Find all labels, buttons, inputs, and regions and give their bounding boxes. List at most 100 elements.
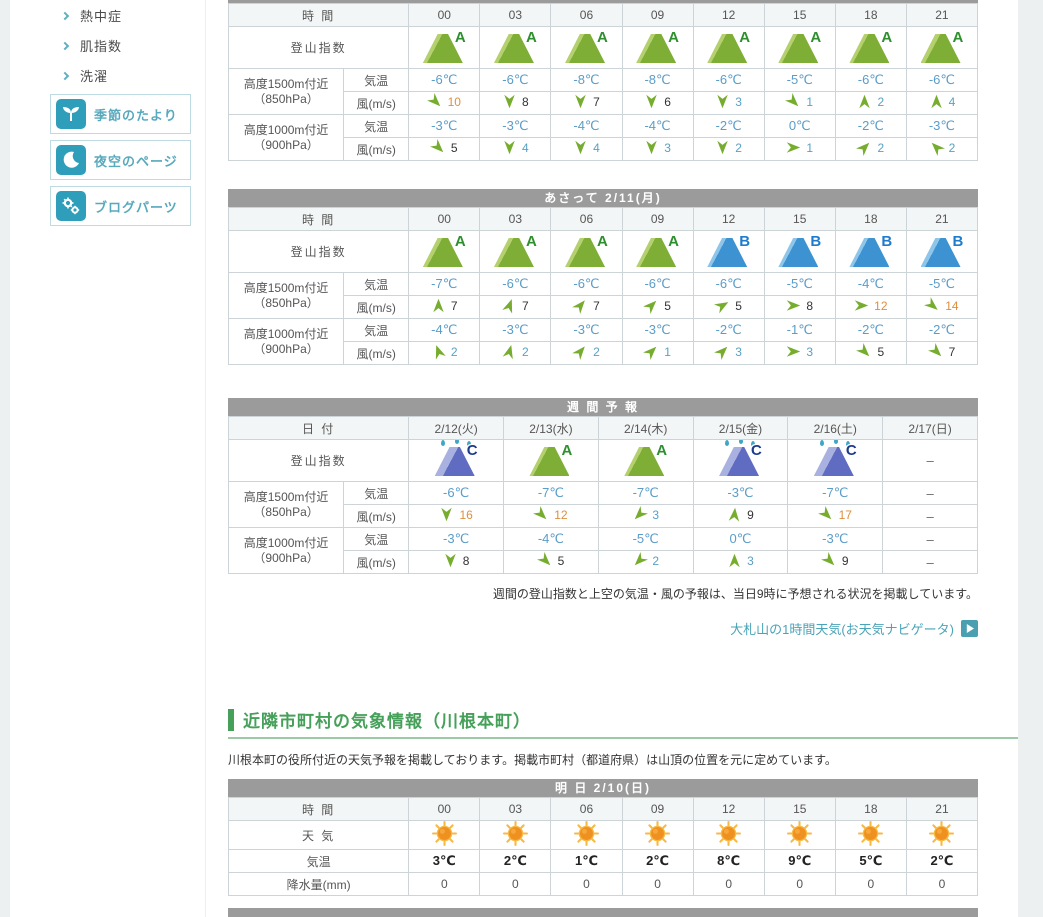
weather-row-label: 天 気 xyxy=(227,820,410,850)
climb-index-A-icon: A xyxy=(624,442,667,476)
time-cell: 00 xyxy=(408,207,481,231)
week-note-text: 週間の登山指数と上空の気温・風の予報は、当日9時に予想される状況を掲載しています… xyxy=(492,587,978,601)
climb-index-label: 登山指数 xyxy=(227,26,410,69)
time-cell: 12 xyxy=(692,797,765,821)
climb-index-cell: B xyxy=(905,230,979,273)
sidebar-item-0[interactable]: 熱中症 xyxy=(60,6,122,25)
wind-cell: 2 xyxy=(834,91,907,115)
table-title-bar: 週 間 予 報 xyxy=(228,398,978,416)
temp-cell: -8℃ xyxy=(550,68,623,92)
content-divider xyxy=(205,0,206,917)
sunny-icon xyxy=(834,820,907,850)
wind-speed: 5 xyxy=(735,298,742,313)
sidebar-item-2[interactable]: 洗濯 xyxy=(60,66,108,85)
next-table-header-partial xyxy=(228,908,978,917)
climb-index-cell: C xyxy=(692,439,789,482)
climb-index-cell: C xyxy=(787,439,884,482)
wind-speed: 7 xyxy=(450,298,458,313)
temp-cell: -2℃ xyxy=(692,114,765,138)
sunny-icon xyxy=(408,820,481,850)
section-description: 川根本町の役所付近の天気予報を掲載しております。掲載市町村（都道府県）は山頂の位… xyxy=(228,753,837,767)
wind-cell: 5 xyxy=(692,295,765,319)
time-cell: 00 xyxy=(408,797,481,821)
temp-cell: -5℃ xyxy=(597,527,694,551)
wind-arrow-icon: 2 xyxy=(431,344,458,360)
climb-index-cell: A xyxy=(408,230,481,273)
time-cell: 18 xyxy=(834,797,907,821)
sidebar-item-1[interactable]: 肌指数 xyxy=(60,36,122,55)
climb-index-cell: A xyxy=(503,439,599,482)
banner-label: 季節のたより xyxy=(94,107,178,123)
wind-arrow-icon: 7 xyxy=(573,94,600,109)
wind-speed: 5 xyxy=(664,298,671,313)
time-cell: 2/16(土) xyxy=(787,416,884,440)
temp-cell: -2℃ xyxy=(905,318,979,342)
wind-cell: 10 xyxy=(408,91,481,115)
wind-cell: 2 xyxy=(834,137,907,161)
temp-cell: -2℃ xyxy=(692,318,765,342)
wind-speed: 7 xyxy=(593,94,600,109)
temp-cell: 2℃ xyxy=(905,849,979,873)
climb-index-A-icon: A xyxy=(778,29,821,63)
wind-cell: 16 xyxy=(408,504,505,528)
wind-arrow-icon: 3 xyxy=(644,140,671,155)
time-cell: 21 xyxy=(905,207,979,231)
wind-arrow-icon: 4 xyxy=(573,140,600,155)
temp-cell: -6℃ xyxy=(621,272,694,296)
time-cell: 03 xyxy=(479,797,552,821)
wind-cell: 2 xyxy=(905,137,979,161)
temp-cell: -6℃ xyxy=(479,68,552,92)
climb-index-A-icon: A xyxy=(849,29,892,63)
temp-cell: -7℃ xyxy=(597,481,694,505)
temp-cell: -2℃ xyxy=(834,318,907,342)
rain-drops xyxy=(816,440,856,449)
climb-index-cell: A xyxy=(621,230,694,273)
play-icon[interactable] xyxy=(961,620,978,637)
altitude-group-label: 高度1000m付近 （900hPa） xyxy=(227,527,345,574)
wind-speed: 10 xyxy=(447,94,461,109)
temp-cell: – xyxy=(882,481,978,505)
climb-index-cell: B xyxy=(692,230,765,273)
wind-speed: 3 xyxy=(806,344,814,359)
wind-cell: 2 xyxy=(408,341,481,365)
temp-cell: -4℃ xyxy=(621,114,694,138)
wind-speed: 7 xyxy=(522,298,529,313)
wind-arrow-icon: 2 xyxy=(857,94,884,109)
temp-cell: 8℃ xyxy=(692,849,765,873)
precip-cell: 0 xyxy=(692,872,765,896)
temp-cell: -5℃ xyxy=(905,272,979,296)
hourly-weather-link[interactable]: 大札山の1時間天気(お天気ナビゲータ) xyxy=(730,622,954,637)
wind-cell: 4 xyxy=(905,91,979,115)
page-right-margin xyxy=(1018,0,1043,917)
column-header-label: 時 間 xyxy=(227,3,410,27)
wind-arrow-icon: 7 xyxy=(431,298,458,313)
temp-cell: -6℃ xyxy=(905,68,979,92)
wind-arrow-icon: 2 xyxy=(856,140,884,156)
sunny-icon xyxy=(621,820,694,850)
sunny-icon xyxy=(763,820,836,850)
time-cell: 15 xyxy=(763,797,836,821)
time-cell: 12 xyxy=(692,207,765,231)
precip-cell: 0 xyxy=(905,872,979,896)
time-cell: 18 xyxy=(834,3,907,27)
wind-speed: 4 xyxy=(593,140,600,155)
wind-arrow-icon: 17 xyxy=(817,506,852,522)
wind-arrow-icon: 3 xyxy=(786,344,813,359)
wind-cell: 3 xyxy=(692,91,765,115)
time-cell: 2/13(水) xyxy=(503,416,599,440)
climb-index-cell: – xyxy=(882,439,978,482)
temp-cell: -3℃ xyxy=(408,527,505,551)
sidebar-banner-0[interactable]: 季節のたより xyxy=(50,94,191,134)
wind-arrow-icon: 5 xyxy=(643,298,671,314)
sidebar-banner-2[interactable]: ブログパーツ xyxy=(50,186,191,226)
temp-cell: -6℃ xyxy=(692,68,765,92)
temp-cell: -4℃ xyxy=(550,114,623,138)
temp-cell: -6℃ xyxy=(834,68,907,92)
sidebar-banner-1[interactable]: 夜空のページ xyxy=(50,140,191,180)
precip-cell: 0 xyxy=(621,872,694,896)
climb-index-C-icon: C xyxy=(813,440,857,476)
temp-cell: 1℃ xyxy=(550,849,623,873)
wind-speed: 3 xyxy=(735,344,742,359)
wind-cell: 7 xyxy=(408,295,481,319)
time-cell: 2/15(金) xyxy=(692,416,789,440)
